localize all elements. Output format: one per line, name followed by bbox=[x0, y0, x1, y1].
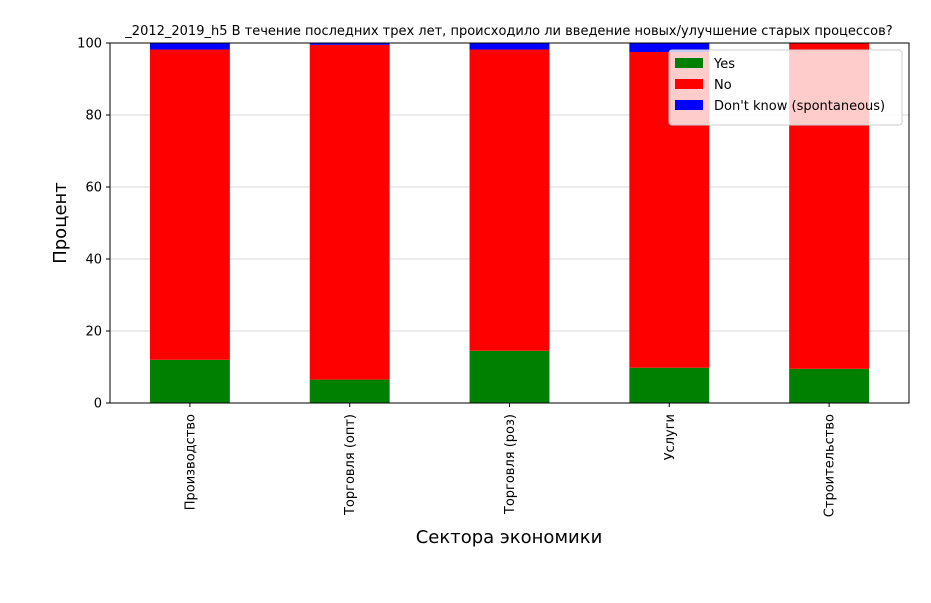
bar-segment bbox=[149, 43, 230, 50]
bar-segment bbox=[149, 49, 230, 360]
chart-title: _2012_2019_h5 В течение последних трех л… bbox=[124, 24, 892, 39]
y-tick-label: 100 bbox=[77, 37, 102, 52]
bar-segment bbox=[629, 43, 710, 52]
x-tick-label: Строительство bbox=[823, 414, 838, 517]
bar-segment bbox=[469, 49, 550, 351]
legend-swatch bbox=[675, 58, 703, 68]
y-tick-label: 20 bbox=[85, 325, 102, 340]
x-tick-label: Услуги bbox=[663, 414, 678, 460]
bar-segment bbox=[309, 44, 390, 380]
bar-segment bbox=[789, 368, 870, 403]
legend-box bbox=[668, 49, 903, 126]
bar-segment bbox=[469, 350, 550, 403]
y-tick-label: 60 bbox=[85, 181, 102, 196]
bar-segment bbox=[309, 43, 390, 45]
x-axis-label: Сектора экономики bbox=[416, 527, 603, 548]
legend-label: No bbox=[714, 78, 732, 93]
legend-label: Yes bbox=[713, 57, 735, 72]
y-axis: 0 20 40 60 80 100 bbox=[77, 37, 110, 412]
legend: Yes No Don't know (spontaneous) bbox=[668, 49, 903, 126]
y-axis-label: Процент bbox=[50, 182, 71, 264]
legend-label: Don't know (spontaneous) bbox=[714, 99, 885, 114]
y-tick-label: 80 bbox=[85, 109, 102, 124]
bar-segment bbox=[309, 379, 390, 403]
bar-segment bbox=[469, 43, 550, 50]
y-tick-label: 40 bbox=[85, 253, 102, 268]
x-tick-label: Торговля (роз) bbox=[503, 414, 518, 515]
legend-swatch bbox=[675, 79, 703, 89]
bar-segment bbox=[149, 359, 230, 403]
x-tick-label: Торговля (опт) bbox=[343, 414, 358, 516]
x-tick-label: Производство bbox=[183, 414, 198, 510]
legend-swatch bbox=[675, 100, 703, 110]
x-axis: Производство Торговля (опт) Торговля (роз)… bbox=[183, 403, 838, 517]
y-tick-label: 0 bbox=[94, 397, 102, 412]
bar-segment bbox=[629, 367, 710, 403]
